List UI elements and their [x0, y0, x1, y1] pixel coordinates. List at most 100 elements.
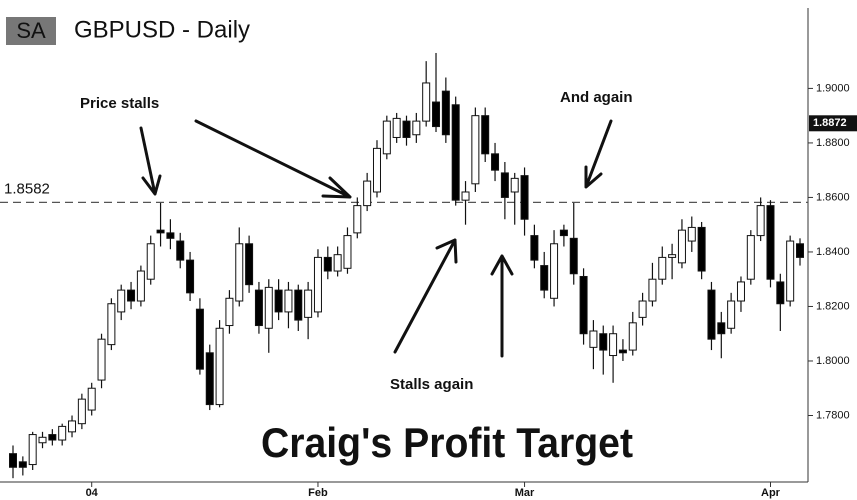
candle-body: [323, 256, 332, 272]
candle-body: [746, 235, 755, 280]
arrows: [139, 119, 613, 358]
candle-body: [225, 297, 234, 327]
candle-body: [727, 300, 736, 329]
candle-body: [68, 420, 77, 433]
candle-body: [736, 281, 745, 302]
arrow: [393, 238, 458, 354]
candle-body: [38, 436, 47, 444]
candle-body: [589, 330, 598, 348]
badge-box: [6, 17, 56, 45]
candle-body: [422, 82, 431, 122]
candle-body: [432, 101, 441, 128]
candle-body: [579, 275, 588, 335]
level-label: 1.8582: [4, 180, 50, 197]
candle-body: [510, 177, 519, 193]
candle-body: [471, 115, 480, 185]
candle-body: [628, 322, 637, 351]
y-tick-label: 1.7800: [816, 409, 850, 421]
candle-body: [766, 205, 775, 280]
candle-body: [245, 243, 254, 286]
candle-body: [136, 270, 145, 302]
arrow: [490, 254, 514, 358]
candle-body: [166, 232, 175, 239]
candle-body: [28, 434, 37, 466]
candle-body: [87, 387, 96, 411]
y-tick-label: 1.8600: [816, 191, 850, 203]
candle-body: [117, 289, 126, 313]
candle-body: [776, 281, 785, 305]
annotation: And again: [560, 89, 633, 106]
annotation: Stalls again: [390, 376, 473, 393]
candle-body: [697, 226, 706, 272]
candle-body: [156, 229, 165, 234]
candle-body: [186, 259, 195, 294]
y-tick-label: 1.9000: [816, 82, 850, 94]
candle-body: [451, 104, 460, 201]
candle-body: [9, 453, 17, 468]
x-tick-label: 04: [86, 487, 99, 499]
y-tick-label: 1.8800: [816, 137, 850, 149]
last-price-box: [809, 115, 857, 132]
candle-body: [796, 243, 804, 258]
candle-body: [146, 243, 155, 280]
candle-body: [58, 425, 67, 441]
candle-body: [284, 289, 293, 313]
candle-body: [264, 286, 273, 329]
candle-body: [205, 352, 214, 406]
chart-title: GBPUSD - Daily: [74, 16, 250, 43]
candle-body: [304, 289, 313, 318]
candle-body: [707, 289, 716, 340]
arrow: [194, 119, 352, 199]
candle-body: [235, 243, 244, 302]
candle-body: [530, 235, 539, 261]
caption: Craig's Profit Target: [261, 419, 633, 466]
candle-body: [382, 120, 391, 155]
x-tick-label: Apr: [761, 487, 781, 499]
candle-body: [176, 240, 185, 261]
candle-body: [363, 180, 372, 207]
candle-body: [97, 338, 106, 381]
candle-body: [687, 226, 696, 242]
candle-body: [313, 256, 322, 313]
candle-body: [18, 461, 27, 468]
candle-body: [343, 235, 352, 269]
candle-body: [353, 205, 362, 234]
candle-body: [668, 254, 677, 258]
last-price-label: 1.8872: [813, 117, 847, 129]
candle-body: [48, 434, 57, 441]
candle-body: [274, 289, 283, 313]
candle-body: [520, 175, 529, 220]
candle-body: [491, 153, 500, 171]
candle-body: [648, 278, 657, 302]
candle-body: [756, 205, 765, 237]
candle-body: [372, 147, 381, 193]
candle-body: [786, 240, 795, 302]
candle-body: [559, 229, 568, 237]
candle-body: [77, 398, 86, 425]
candle-body: [254, 289, 263, 327]
badge: SA: [16, 18, 46, 43]
candle-body: [412, 120, 421, 136]
candle-body: [481, 115, 490, 155]
candle-body: [618, 349, 627, 354]
candle-body: [677, 229, 686, 264]
candle-body: [500, 172, 509, 198]
x-tick-label: Mar: [515, 487, 535, 499]
arrow: [139, 126, 162, 196]
candle-body: [609, 333, 618, 357]
y-tick-label: 1.8200: [816, 300, 850, 312]
candle-body: [195, 308, 204, 370]
candle-body: [392, 117, 401, 138]
candle-body: [599, 333, 608, 351]
arrow: [584, 119, 613, 189]
candle-body: [717, 322, 726, 335]
y-tick-label: 1.8000: [816, 355, 850, 367]
x-tick-label: Feb: [308, 487, 328, 499]
candle-body: [461, 191, 470, 201]
annotation: Price stalls: [80, 95, 159, 112]
candle-body: [333, 254, 342, 272]
y-tick-label: 1.8400: [816, 246, 850, 258]
candle-body: [550, 243, 559, 299]
candle-body: [540, 265, 549, 291]
